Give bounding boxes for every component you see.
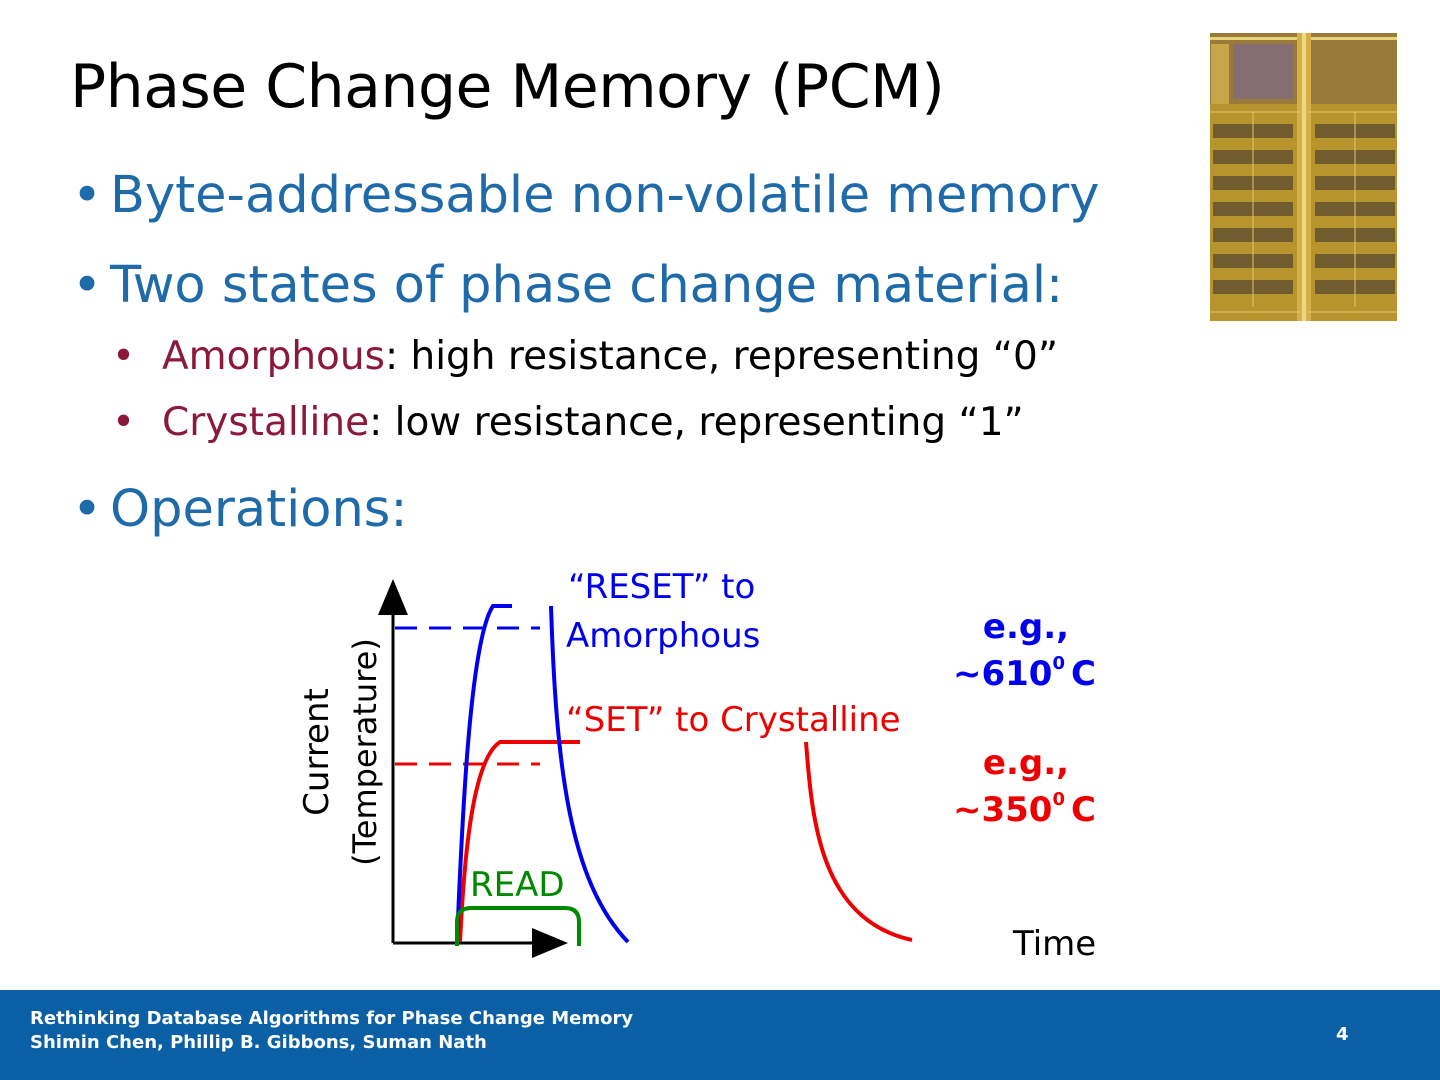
reset-temp-value: ~6100 C [953, 653, 1096, 694]
sub-bullet-crystalline: • Crystalline: low resistance, representi… [112, 400, 1024, 445]
sub-bullet-marker: • [112, 400, 136, 445]
set-example-label: e.g., [983, 743, 1069, 783]
sub-bullet-marker: • [112, 334, 136, 379]
bullet-marker: • [72, 256, 103, 315]
footer-authors: Shimin Chen, Phillip B. Gibbons, Suman N… [30, 1032, 487, 1053]
read-label: READ [470, 865, 565, 905]
bullet-marker: • [72, 166, 103, 225]
set-temp-value: ~3500 C [953, 789, 1096, 830]
pcm-chip-image [1209, 32, 1398, 322]
term-crystalline: Crystalline [162, 400, 370, 445]
x-axis-label-time: Time [1012, 924, 1096, 964]
reset-cooling-curve [549, 605, 630, 944]
sub-bullet-text: : high resistance, representing “0” [384, 334, 1059, 379]
bullet-byte-addressable: • Byte-addressable non-volatile memory [72, 166, 1099, 225]
footer-bar: Rethinking Database Algorithms for Phase… [0, 990, 1440, 1080]
reset-label-line2: Amorphous [566, 616, 760, 656]
bullet-marker: • [72, 480, 103, 539]
y-axis-label-temperature: (Temperature) [346, 638, 384, 866]
page-number: 4 [1336, 1024, 1349, 1045]
y-axis-label-current: Current [297, 688, 337, 816]
bullet-text: Two states of phase change material: [110, 256, 1064, 315]
set-cooling-curve [804, 741, 913, 942]
reset-example-label: e.g., [983, 607, 1069, 647]
sub-bullet-amorphous: • Amorphous: high resistance, representin… [112, 334, 1058, 379]
bullet-two-states: • Two states of phase change material: [72, 256, 1063, 315]
term-amorphous: Amorphous [162, 334, 385, 379]
bullet-text: Byte-addressable non-volatile memory [110, 166, 1100, 225]
set-label: “SET” to Crystalline [566, 700, 901, 740]
sub-bullet-text: : low resistance, representing “1” [369, 400, 1024, 445]
footer-talk-title: Rethinking Database Algorithms for Phase… [30, 1008, 634, 1029]
slide-title: Phase Change Memory (PCM) [70, 52, 945, 122]
read-pulse-curve [455, 906, 581, 946]
pcm-operations-diagram: Current (Temperature) “RESET” to Amorpho… [297, 567, 1096, 964]
bullet-operations: • Operations: [72, 480, 408, 539]
reset-pulse-curve [455, 604, 512, 943]
bullet-text: Operations: [110, 480, 408, 539]
reset-label-line1: “RESET” to [568, 567, 755, 607]
